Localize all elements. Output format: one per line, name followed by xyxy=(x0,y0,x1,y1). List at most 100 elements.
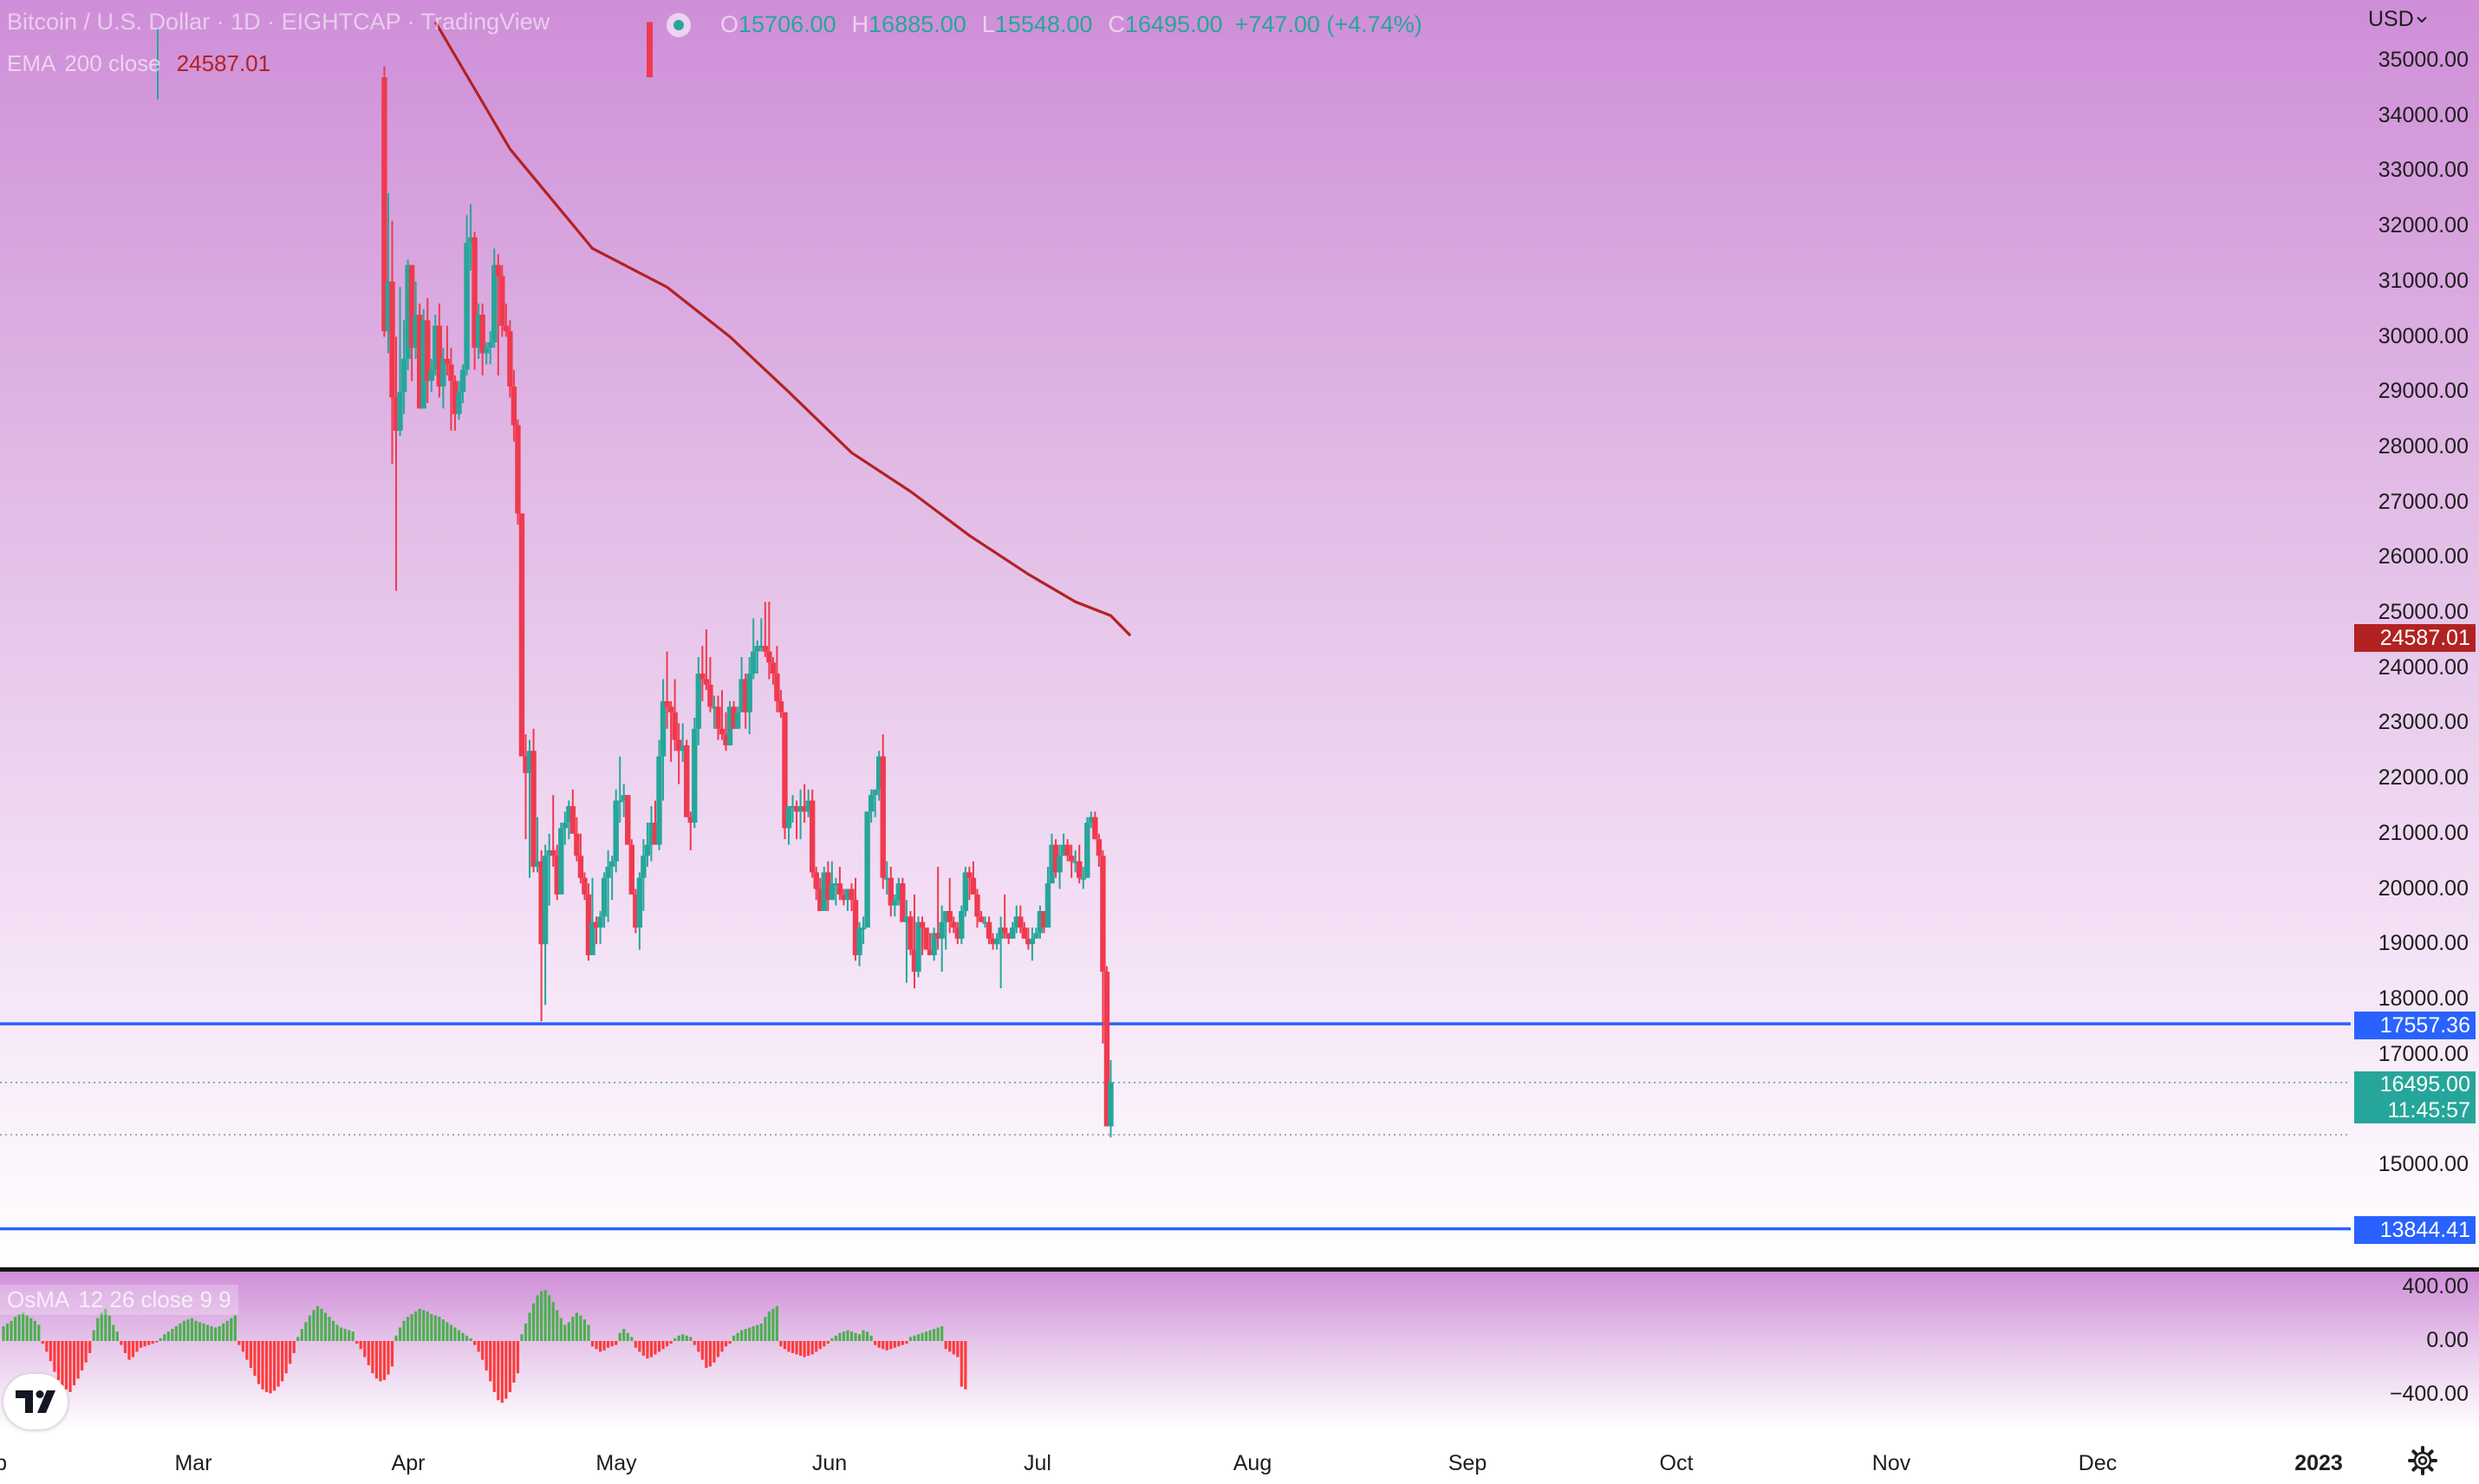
candle[interactable] xyxy=(1025,928,1031,950)
gear-icon[interactable] xyxy=(2408,1446,2437,1475)
candle[interactable] xyxy=(1072,849,1078,873)
candle[interactable] xyxy=(754,640,760,674)
candle[interactable] xyxy=(947,877,953,934)
candle[interactable] xyxy=(900,877,906,922)
candle[interactable] xyxy=(675,723,682,784)
candle[interactable] xyxy=(491,248,498,348)
candle[interactable] xyxy=(538,849,544,1022)
candle[interactable] xyxy=(1096,833,1103,868)
candle[interactable] xyxy=(472,231,478,370)
ema-200-line[interactable] xyxy=(433,21,1132,637)
candle[interactable] xyxy=(425,297,431,403)
candle[interactable] xyxy=(597,910,603,945)
candle[interactable] xyxy=(1103,966,1110,1127)
candle[interactable] xyxy=(503,303,510,337)
osma-scale[interactable]: 400.00 0.00 −400.00 xyxy=(2351,1272,2479,1432)
candle[interactable] xyxy=(389,220,395,465)
candle[interactable] xyxy=(648,805,654,862)
candle[interactable] xyxy=(751,618,757,680)
candle[interactable] xyxy=(601,872,608,928)
candle[interactable] xyxy=(1037,905,1044,939)
candle[interactable] xyxy=(416,303,423,409)
candle[interactable] xyxy=(1084,817,1090,878)
candle[interactable] xyxy=(672,679,678,752)
candle[interactable] xyxy=(1108,1059,1114,1138)
candle[interactable] xyxy=(699,646,706,701)
candle[interactable] xyxy=(978,910,985,922)
candle[interactable] xyxy=(742,674,749,729)
ema-legend[interactable]: EMA 200 close 24587.01 xyxy=(7,50,270,77)
candle[interactable] xyxy=(608,856,615,901)
candle[interactable] xyxy=(872,789,878,817)
candle[interactable] xyxy=(452,375,459,431)
price-chart-canvas[interactable] xyxy=(0,0,2351,1267)
candle[interactable] xyxy=(1005,933,1012,945)
candle[interactable] xyxy=(715,695,721,740)
candle[interactable] xyxy=(817,877,823,911)
candle[interactable] xyxy=(433,315,439,376)
tradingview-logo-icon[interactable] xyxy=(3,1374,68,1429)
pane-divider[interactable] xyxy=(0,1267,2479,1272)
candle[interactable] xyxy=(652,800,659,845)
candle[interactable] xyxy=(951,916,957,934)
candle[interactable] xyxy=(1013,905,1019,934)
candle[interactable] xyxy=(633,888,639,934)
candle[interactable] xyxy=(939,905,945,973)
candle[interactable] xyxy=(542,844,549,1006)
candle[interactable] xyxy=(1092,811,1098,840)
candle[interactable] xyxy=(923,928,929,950)
candle[interactable] xyxy=(577,833,584,884)
candle[interactable] xyxy=(726,700,733,745)
candle[interactable] xyxy=(746,656,752,735)
candle[interactable] xyxy=(868,789,875,823)
candle[interactable] xyxy=(785,805,792,845)
price-chart-pane[interactable] xyxy=(0,0,2351,1267)
candle[interactable] xyxy=(692,718,698,829)
candle[interactable] xyxy=(774,646,780,713)
candle[interactable] xyxy=(974,888,980,928)
candle[interactable] xyxy=(1068,844,1075,878)
symbol-legend[interactable]: Bitcoin / U.S. Dollar · 1D · EIGHTCAP · … xyxy=(7,9,550,36)
candle[interactable] xyxy=(805,789,811,817)
candle[interactable] xyxy=(1060,833,1067,856)
candle[interactable] xyxy=(628,839,634,895)
candle[interactable] xyxy=(778,690,784,719)
candle[interactable] xyxy=(499,264,505,337)
candle[interactable] xyxy=(801,784,808,823)
candle[interactable] xyxy=(966,867,973,901)
time-axis[interactable]: eb Mar Apr May Jun Jul Aug Sep Oct Nov Dec 2023 xyxy=(0,1432,2479,1484)
candle[interactable] xyxy=(707,656,713,713)
candle[interactable] xyxy=(934,867,941,950)
candle[interactable] xyxy=(444,325,451,376)
candle[interactable] xyxy=(1057,844,1063,889)
candle[interactable] xyxy=(621,784,627,817)
candle[interactable] xyxy=(448,348,454,431)
candle[interactable] xyxy=(625,795,631,845)
candle[interactable] xyxy=(982,916,988,928)
candle[interactable] xyxy=(1044,867,1051,928)
candle[interactable] xyxy=(495,253,501,376)
candle[interactable] xyxy=(892,894,898,917)
candle[interactable] xyxy=(523,734,529,840)
candle[interactable] xyxy=(919,916,926,955)
candle[interactable] xyxy=(1041,910,1047,934)
candle[interactable] xyxy=(703,629,710,691)
candle[interactable] xyxy=(836,867,843,901)
candle[interactable] xyxy=(844,888,851,911)
candle[interactable] xyxy=(841,888,847,906)
candle[interactable] xyxy=(860,916,867,945)
candle[interactable] xyxy=(569,789,576,834)
candle[interactable] xyxy=(467,204,474,271)
candle[interactable] xyxy=(908,910,914,955)
candle[interactable] xyxy=(456,381,462,420)
candle[interactable] xyxy=(515,420,521,525)
candle[interactable] xyxy=(436,303,443,398)
candle[interactable] xyxy=(762,602,769,657)
candle[interactable] xyxy=(1064,839,1070,862)
candle[interactable] xyxy=(660,679,667,801)
candle[interactable] xyxy=(990,933,996,950)
candle[interactable] xyxy=(797,789,804,840)
candle[interactable] xyxy=(680,723,686,762)
candle[interactable] xyxy=(413,281,419,359)
osma-legend[interactable]: OsMA 12 26 close 9 9 xyxy=(0,1285,238,1315)
